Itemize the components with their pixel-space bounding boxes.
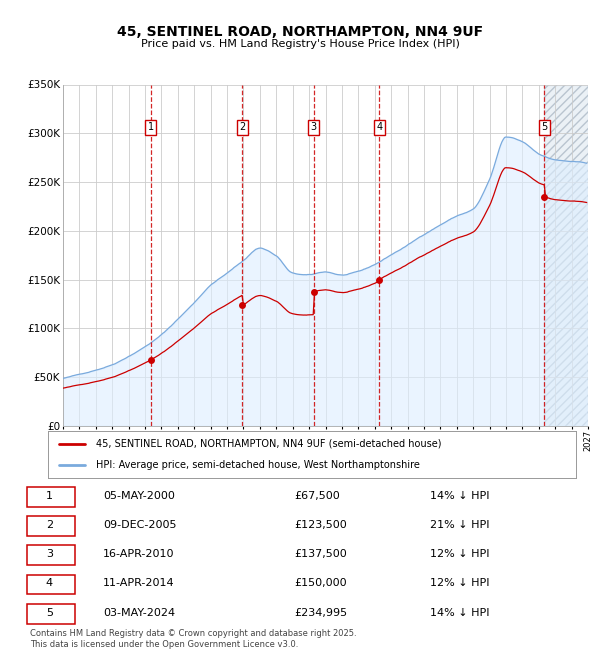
Text: 45, SENTINEL ROAD, NORTHAMPTON, NN4 9UF (semi-detached house): 45, SENTINEL ROAD, NORTHAMPTON, NN4 9UF … [95, 439, 441, 448]
Text: 12% ↓ HPI: 12% ↓ HPI [430, 549, 490, 559]
Text: £123,500: £123,500 [295, 520, 347, 530]
Text: 11-APR-2014: 11-APR-2014 [103, 578, 175, 588]
Text: 14% ↓ HPI: 14% ↓ HPI [430, 608, 490, 617]
FancyBboxPatch shape [27, 575, 75, 594]
Text: 16-APR-2010: 16-APR-2010 [103, 549, 175, 559]
Text: £150,000: £150,000 [295, 578, 347, 588]
Text: Price paid vs. HM Land Registry's House Price Index (HPI): Price paid vs. HM Land Registry's House … [140, 39, 460, 49]
Text: 21% ↓ HPI: 21% ↓ HPI [430, 520, 490, 530]
Text: 1: 1 [148, 122, 154, 132]
Text: 03-MAY-2024: 03-MAY-2024 [103, 608, 175, 617]
Text: 1: 1 [46, 491, 53, 500]
Text: 4: 4 [376, 122, 382, 132]
Text: 2: 2 [46, 520, 53, 530]
Text: 14% ↓ HPI: 14% ↓ HPI [430, 491, 490, 500]
Text: 5: 5 [46, 608, 53, 617]
Text: 09-DEC-2005: 09-DEC-2005 [103, 520, 176, 530]
Text: Contains HM Land Registry data © Crown copyright and database right 2025.
This d: Contains HM Land Registry data © Crown c… [30, 629, 356, 649]
Bar [544, 84, 588, 426]
Text: 5: 5 [541, 122, 547, 132]
Text: £137,500: £137,500 [295, 549, 347, 559]
Text: HPI: Average price, semi-detached house, West Northamptonshire: HPI: Average price, semi-detached house,… [95, 460, 419, 470]
Text: £234,995: £234,995 [295, 608, 348, 617]
FancyBboxPatch shape [27, 604, 75, 623]
Text: 3: 3 [311, 122, 317, 132]
Text: 05-MAY-2000: 05-MAY-2000 [103, 491, 175, 500]
FancyBboxPatch shape [27, 487, 75, 506]
Text: 4: 4 [46, 578, 53, 588]
FancyBboxPatch shape [27, 545, 75, 565]
Text: £67,500: £67,500 [295, 491, 340, 500]
Text: 45, SENTINEL ROAD, NORTHAMPTON, NN4 9UF: 45, SENTINEL ROAD, NORTHAMPTON, NN4 9UF [117, 25, 483, 39]
Bar [544, 84, 588, 426]
Text: 2: 2 [239, 122, 245, 132]
Text: 12% ↓ HPI: 12% ↓ HPI [430, 578, 490, 588]
Text: 3: 3 [46, 549, 53, 559]
FancyBboxPatch shape [27, 516, 75, 536]
